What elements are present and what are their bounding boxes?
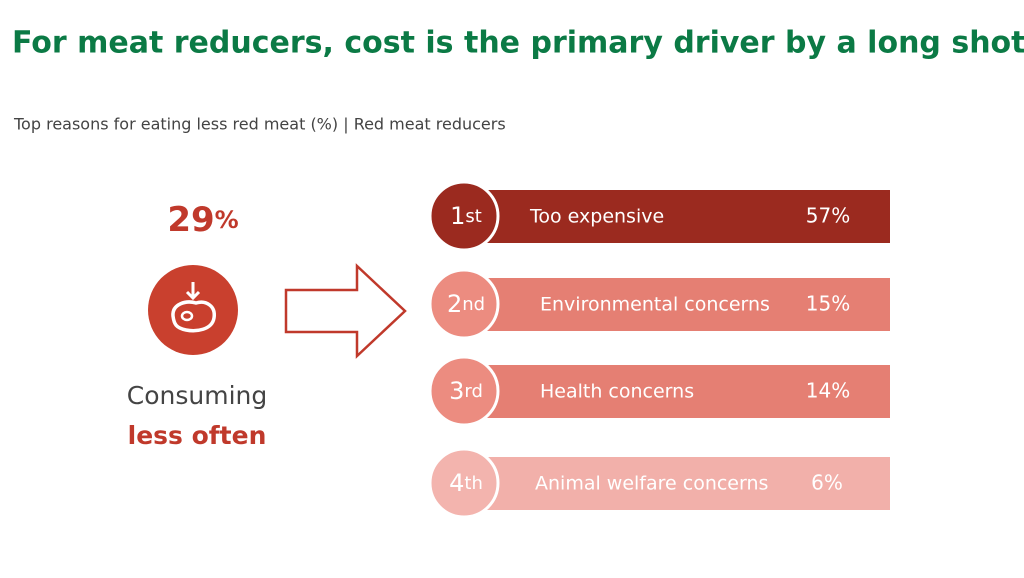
title: For meat reducers, cost is the primary d… xyxy=(12,26,1024,61)
rank: 2nd xyxy=(447,290,485,318)
rank: 1st xyxy=(450,202,482,230)
reason-value: 15% xyxy=(806,292,850,316)
reason-row: 2nd Environmental concerns 15% xyxy=(428,268,890,340)
reason-value: 57% xyxy=(806,204,850,228)
reasons-list: 1st Too expensive 57% 2nd Environmental conc… xyxy=(428,180,890,519)
reason-row: 4th Animal welfare concerns 6% xyxy=(428,447,890,519)
reason-bar xyxy=(470,457,890,510)
arrow xyxy=(284,263,407,359)
rank-badge xyxy=(428,180,500,252)
reason-bar xyxy=(470,190,890,243)
rank-badge xyxy=(428,355,500,427)
rank-badge xyxy=(428,447,500,519)
subtitle: Top reasons for eating less red meat (%)… xyxy=(13,115,506,134)
reason-bar xyxy=(470,278,890,331)
rank-badge xyxy=(428,268,500,340)
reason-value: 14% xyxy=(806,379,850,403)
reason-label: Environmental concerns xyxy=(540,294,770,316)
reason-value: 6% xyxy=(811,471,843,495)
reason-label: Animal welfare concerns xyxy=(535,473,768,495)
reason-row: 3rd Health concerns 14% xyxy=(428,355,890,427)
stat-icon xyxy=(148,265,238,355)
reason-label: Too expensive xyxy=(529,206,664,228)
stat-value: 29% xyxy=(167,200,238,240)
stat-unit: % xyxy=(215,206,239,234)
stat-line1: Consuming xyxy=(127,381,267,410)
reason-label: Health concerns xyxy=(540,381,694,403)
rank: 3rd xyxy=(449,377,483,405)
reason-bar xyxy=(470,365,890,418)
reason-row: 1st Too expensive 57% xyxy=(428,180,890,252)
stat-line2: less often xyxy=(128,421,267,450)
stat-number: 29 xyxy=(167,200,214,240)
rank: 4th xyxy=(449,469,483,497)
